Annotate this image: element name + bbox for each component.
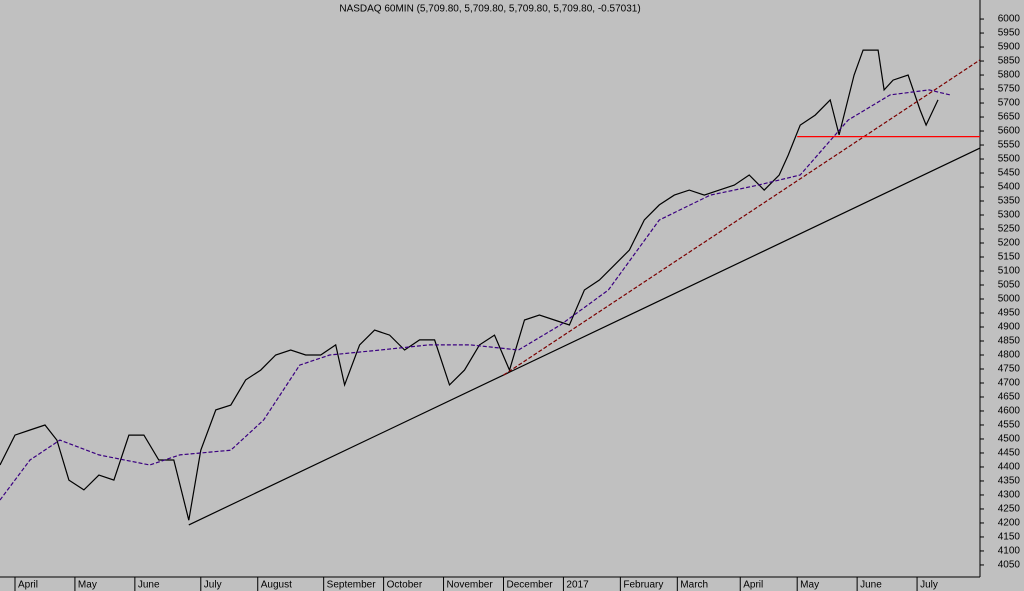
y-tick-label: 5400 (998, 182, 1021, 193)
y-tick-label: 5850 (998, 56, 1021, 67)
y-tick-label: 5600 (998, 126, 1021, 137)
y-tick-label: 4800 (998, 350, 1021, 361)
series-line (0, 49, 939, 521)
x-tick-label: July (920, 580, 938, 591)
x-tick-label: October (387, 580, 423, 591)
y-tick-label: 5800 (998, 70, 1021, 81)
y-tick-label: 5900 (998, 42, 1021, 53)
x-tick-label: November (447, 580, 494, 591)
y-tick-label: 4650 (998, 392, 1021, 403)
y-tick-label: 4450 (998, 448, 1021, 459)
y-tick-label: 4600 (998, 406, 1021, 417)
x-tick-label: July (204, 580, 222, 591)
series-line (188, 147, 981, 526)
y-tick-label: 4850 (998, 336, 1021, 347)
x-tick-label: June (860, 580, 882, 591)
y-tick-label: 4750 (998, 364, 1021, 375)
y-tick-label: 4150 (998, 532, 1021, 543)
y-tick-label: 4950 (998, 308, 1021, 319)
y-tick-label: 4900 (998, 322, 1021, 333)
y-tick-label: 4250 (998, 504, 1021, 515)
x-tick-label: September (327, 580, 377, 591)
x-tick-label: March (680, 580, 708, 591)
y-tick-label: 5250 (998, 224, 1021, 235)
y-tick-label: 4400 (998, 462, 1021, 473)
y-tick-label: 4500 (998, 434, 1021, 445)
y-tick-label: 5650 (998, 112, 1021, 123)
x-tick-label: May (78, 580, 97, 591)
x-tick-label: May (800, 580, 819, 591)
y-tick-label: 5300 (998, 210, 1021, 221)
y-tick-label: 5150 (998, 252, 1021, 263)
y-tick-label: 4550 (998, 420, 1021, 431)
y-tick-label: 5500 (998, 154, 1021, 165)
y-tick-label: 4350 (998, 476, 1021, 487)
series-line (0, 89, 951, 501)
y-tick-label: 5050 (998, 280, 1021, 291)
y-tick-label: 4300 (998, 490, 1021, 501)
x-tick-label: April (743, 580, 763, 591)
x-tick-label: April (18, 580, 38, 591)
y-tick-label: 5950 (998, 28, 1021, 39)
x-tick-label: February (623, 580, 663, 591)
y-tick-label: 5450 (998, 168, 1021, 179)
y-tick-label: 5100 (998, 266, 1021, 277)
y-tick-label: 5750 (998, 84, 1021, 95)
x-tick-label: August (261, 580, 292, 591)
x-tick-label: December (506, 580, 553, 591)
y-tick-label: 6000 (998, 14, 1021, 25)
y-tick-label: 5700 (998, 98, 1021, 109)
y-tick-label: 4100 (998, 546, 1021, 557)
y-tick-label: 5350 (998, 196, 1021, 207)
y-tick-label: 4700 (998, 378, 1021, 389)
series-line (503, 59, 981, 376)
y-tick-label: 4050 (998, 560, 1021, 571)
x-tick-label: June (138, 580, 160, 591)
x-tick-label: 2017 (566, 580, 589, 591)
y-tick-label: 4200 (998, 518, 1021, 529)
y-tick-label: 5200 (998, 238, 1021, 249)
y-tick-label: 5000 (998, 294, 1021, 305)
chart-title: NASDAQ 60MIN (5,709.80, 5,709.80, 5,709.… (339, 4, 640, 15)
y-tick-label: 5550 (998, 140, 1021, 151)
